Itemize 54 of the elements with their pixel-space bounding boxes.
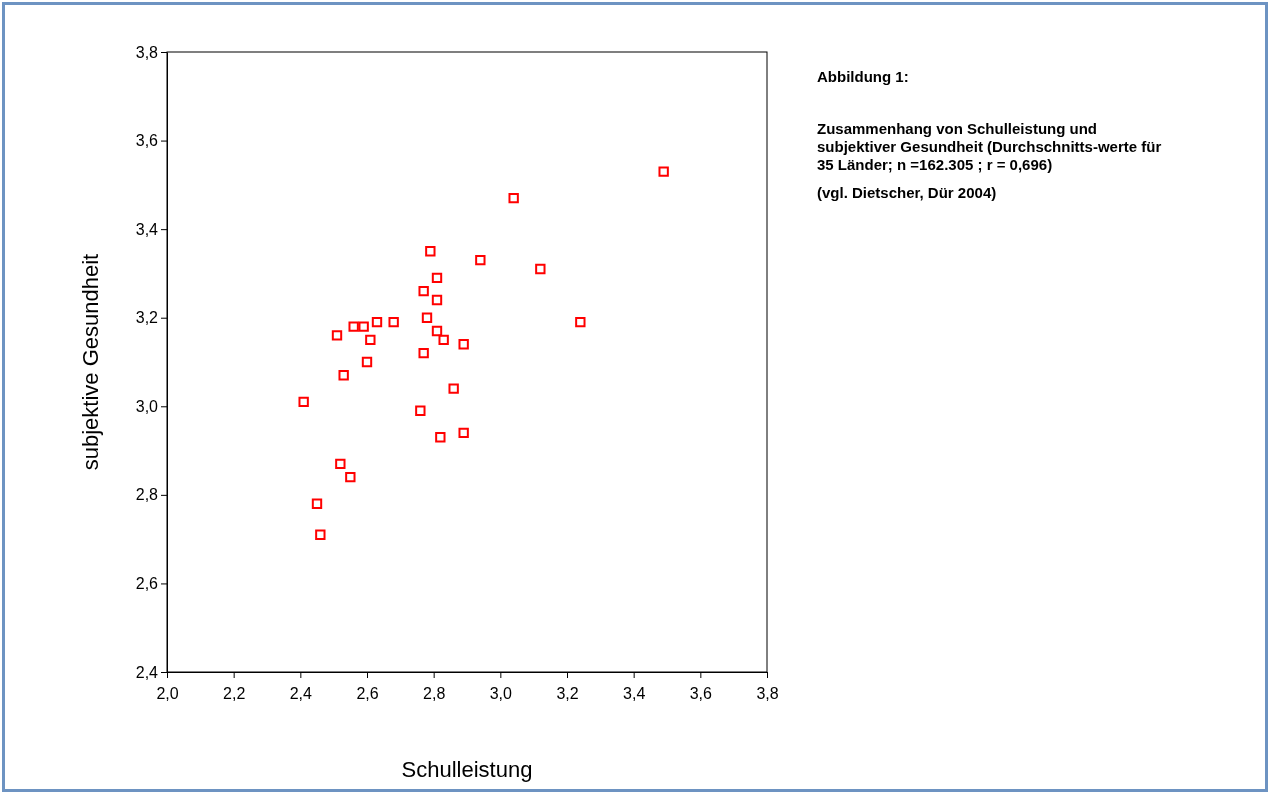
point xyxy=(345,471,356,483)
point xyxy=(448,383,459,394)
point xyxy=(438,334,449,346)
y-tick-label: 3,8 xyxy=(135,43,159,61)
y-tick-label: 2,4 xyxy=(135,663,159,681)
point xyxy=(298,396,309,408)
point xyxy=(358,321,369,332)
point xyxy=(371,316,383,328)
x-tick-label: 2,4 xyxy=(289,684,313,702)
y-tick-label: 2,8 xyxy=(135,486,159,504)
point xyxy=(331,330,343,341)
point xyxy=(361,356,373,368)
y-tick-label: 3,4 xyxy=(135,220,159,238)
text: Zusammenhang von Schulleistung und subjektiver Gesundheit (Durchschnitts-werte für 35 Länder; n =162.305 ; r = 0,696) xyxy=(817,120,1163,174)
point xyxy=(315,529,326,540)
point xyxy=(425,246,436,257)
point xyxy=(431,294,443,306)
point xyxy=(458,339,469,350)
y-tick-label: 3,0 xyxy=(135,397,159,415)
point xyxy=(338,370,349,381)
point xyxy=(458,427,469,439)
y-tick-label: 3,6 xyxy=(135,132,159,150)
point xyxy=(435,432,446,443)
point xyxy=(431,272,443,284)
x-tick-label: 2,2 xyxy=(223,684,246,702)
text: (vgl. Dietscher, Dür 2004) xyxy=(817,184,998,202)
x-tick-label: 3,8 xyxy=(756,684,779,702)
text: Abbildung 1: xyxy=(817,68,910,86)
x-tick-label: 2,8 xyxy=(423,684,446,702)
point xyxy=(311,498,323,509)
point xyxy=(418,347,429,359)
x-axis-title: Schulleistung xyxy=(401,757,533,782)
point xyxy=(575,316,586,328)
y-tick-label: 2,6 xyxy=(135,575,159,593)
x-tick-label: 3,2 xyxy=(556,684,579,702)
point xyxy=(431,325,443,337)
x-tick-label: 2,6 xyxy=(356,684,379,702)
point xyxy=(658,166,669,177)
x-tick-label: 3,6 xyxy=(689,684,713,702)
y-axis-title: subjektive Gesundheit xyxy=(78,253,103,471)
point xyxy=(415,405,426,416)
x-tick-label: 2,0 xyxy=(156,684,179,702)
point xyxy=(365,334,376,346)
y-tick-label: 3,2 xyxy=(135,309,159,327)
point xyxy=(475,254,486,266)
point xyxy=(535,263,546,275)
point xyxy=(508,192,519,204)
point xyxy=(335,458,346,470)
point xyxy=(388,316,399,328)
point xyxy=(421,312,433,323)
x-tick-label: 3,0 xyxy=(489,684,513,702)
point xyxy=(418,285,429,297)
point xyxy=(348,321,359,332)
x-tick-label: 3,4 xyxy=(623,684,646,702)
